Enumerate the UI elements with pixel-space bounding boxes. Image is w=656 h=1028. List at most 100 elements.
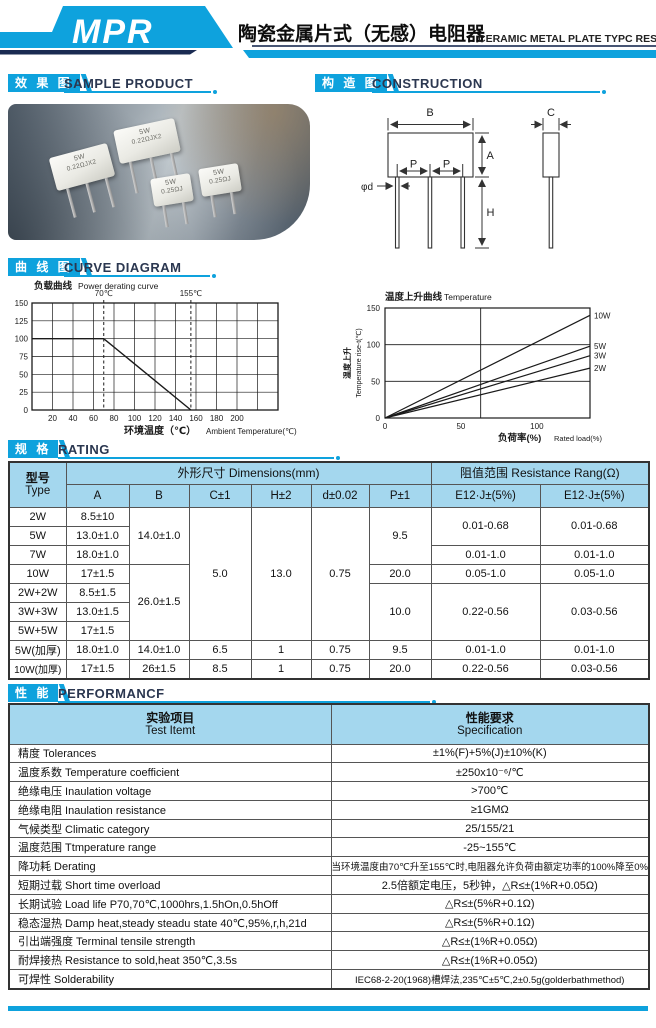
dim-label-A: A	[487, 150, 495, 162]
dim-label-H: H	[487, 207, 495, 219]
x-tick: 20	[48, 414, 57, 423]
col-header: C±1	[188, 483, 252, 508]
table-row: 5W(加厚) 18.0±1.0 14.0±1.0 6.5 1 0.75 9.5 0.01-1.…	[8, 639, 650, 660]
y-tick: 0	[24, 406, 29, 415]
header-stripe	[243, 50, 656, 58]
y-tick: 125	[15, 317, 29, 326]
table-cell: 26±1.5	[128, 658, 190, 679]
section-label-zh: 曲 线 图	[8, 258, 80, 276]
table-cell: 10.0	[368, 582, 432, 641]
test-item-cell: 稳态湿热 Damp heat,steady steadu state 40℃,9…	[8, 912, 332, 933]
test-item-cell: 绝缘电压 Inaulation voltage	[8, 781, 332, 801]
col-header: E12·J±(5%)	[539, 483, 650, 508]
table-cell: 0.05-1.0	[430, 563, 541, 584]
resistor-lead	[210, 195, 217, 218]
section-label-zh: 性 能	[8, 684, 59, 702]
table-cell: 0.22-0.56	[430, 582, 541, 641]
test-item-cell: 引出端强度 Terminal tensile strength	[8, 931, 332, 952]
dim-label-P: P	[443, 159, 450, 171]
y-tick: 25	[19, 388, 28, 397]
series-label: 5W	[594, 342, 606, 351]
table-cell: 13.0	[250, 506, 312, 641]
chart-title-zh: 温度上升曲线	[385, 291, 443, 303]
vline-label: 70℃	[95, 289, 113, 298]
table-row: 可焊性 Solderability IEC68-2-20(1968)槽焊法,235…	[8, 969, 650, 990]
section-label-en: CONSTRUCTION	[372, 76, 483, 91]
table-row: 耐焊接热 Resistance to sold,heat 350℃,3.5s △R…	[8, 950, 650, 971]
table-cell: 0.01-1.0	[539, 544, 650, 565]
lead-front	[427, 176, 433, 249]
test-item-cell: 温度范围 Ttmperature range	[8, 837, 332, 858]
x-tick: 60	[89, 414, 98, 423]
table-cell: 10W	[8, 563, 67, 584]
test-item-cell: 降功耗 Derating	[8, 856, 332, 877]
y-tick: 50	[19, 370, 28, 379]
specification-cell: △R≤±(5%R+0.1Ω)	[330, 893, 650, 914]
logo-underline	[0, 50, 197, 55]
table-row: 温度系数 Temperature coefficient ±250x10⁻⁶/℃	[8, 762, 650, 783]
table-cell: 17±1.5	[65, 658, 130, 679]
y-tick: 75	[19, 353, 28, 362]
table-cell: 20.0	[368, 658, 432, 679]
series-label: 10W	[594, 311, 611, 320]
resistor-lead	[230, 192, 237, 215]
resistor-lead	[129, 161, 139, 194]
table-cell: 0.01-1.0	[430, 639, 541, 660]
table-row: 气候类型 Climatic category 25/155/21	[8, 818, 650, 839]
specification-cell: >700℃	[330, 781, 650, 801]
section-underline	[372, 90, 606, 94]
sample-product-photo: 5W 0.22ΩJX2 5W 0.22ΩJX2 5W 0.25ΩJ 5W 0.2…	[8, 104, 310, 240]
series-line-3W	[384, 355, 591, 419]
table-cell: 8.5±1.5	[65, 582, 130, 603]
table-cell: 0.03-0.56	[539, 582, 650, 641]
table-cell: 5.0	[188, 506, 252, 641]
specification-cell: ≥1GMΩ	[330, 799, 650, 820]
chart-title-en: Temperature	[444, 292, 492, 302]
chart-ylabel-en: Temperature rise-t(℃)	[356, 328, 363, 397]
specification-cell: ±250x10⁻⁶/℃	[330, 762, 650, 783]
chart-xlabel-zh: 负荷率(%)	[498, 432, 541, 444]
section-curve-diagram: 曲 线 图 CURVE DIAGRAM	[8, 258, 216, 278]
dimension-lines	[377, 118, 571, 249]
specification-cell: △R≤±(1%R+0.05Ω)	[330, 931, 650, 952]
table-cell: 13.0±1.0	[65, 525, 130, 546]
table-cell: 18.0±1.0	[65, 639, 130, 660]
dim-label-C: C	[547, 107, 555, 119]
section-label-en: SAMPLE PRODUCT	[64, 76, 194, 91]
y-tick: 50	[371, 377, 380, 386]
table-cell: 0.01-0.68	[539, 506, 650, 546]
table-row: 绝缘电阻 Inaulation resistance ≥1GMΩ	[8, 799, 650, 820]
construction-diagram: B A P P φd H C	[361, 107, 571, 249]
table-cell: 9.5	[368, 639, 432, 660]
y-tick: 100	[367, 341, 381, 350]
specification-cell: ±1%(F)+5%(J)±10%(K)	[330, 743, 650, 764]
logo-banner-shape	[0, 6, 233, 48]
x-tick: 100	[128, 414, 142, 423]
dim-label-d: φd	[361, 182, 373, 193]
logo-text: MPR	[72, 13, 154, 51]
x-tick: 100	[530, 422, 544, 431]
x-tick: 120	[148, 414, 162, 423]
section-underline	[58, 700, 436, 704]
table-cell: 0.01-1.0	[539, 639, 650, 660]
table-row: 引出端强度 Terminal tensile strength △R≤±(1%R+…	[8, 931, 650, 952]
series-label: 2W	[594, 364, 606, 373]
test-item-cell: 短期过载 Short time overload	[8, 875, 332, 895]
chart-xlabel-en: Rated load(%)	[554, 434, 602, 443]
chart-title-en: Power derating curve	[78, 281, 159, 291]
resistor-sample: 5W 0.25ΩJ	[198, 163, 242, 218]
test-item-cell: 温度系数 Temperature coefficient	[8, 762, 332, 783]
section-rating: 规 格 RATING	[8, 440, 340, 460]
col-header: H±2	[250, 483, 312, 508]
y-tick: 150	[15, 299, 29, 308]
performance-table: 实验项目 Test Itemt 性能要求 Specification 精度 Tolera…	[8, 703, 650, 990]
col-header-specification: 性能要求 Specification	[330, 703, 650, 745]
table-cell: 1	[250, 658, 312, 679]
y-tick: 150	[367, 304, 381, 313]
specification-cell: 2.5倍额定电压，5秒钟，△R≤±(1%R+0.05Ω)	[330, 875, 650, 895]
series-line-10W	[384, 314, 591, 419]
dim-label-P: P	[410, 159, 417, 171]
table-cell: 0.75	[310, 506, 370, 641]
specification-cell: △R≤±(1%R+0.05Ω)	[330, 950, 650, 971]
table-cell: 14.0±1.0	[128, 506, 190, 565]
